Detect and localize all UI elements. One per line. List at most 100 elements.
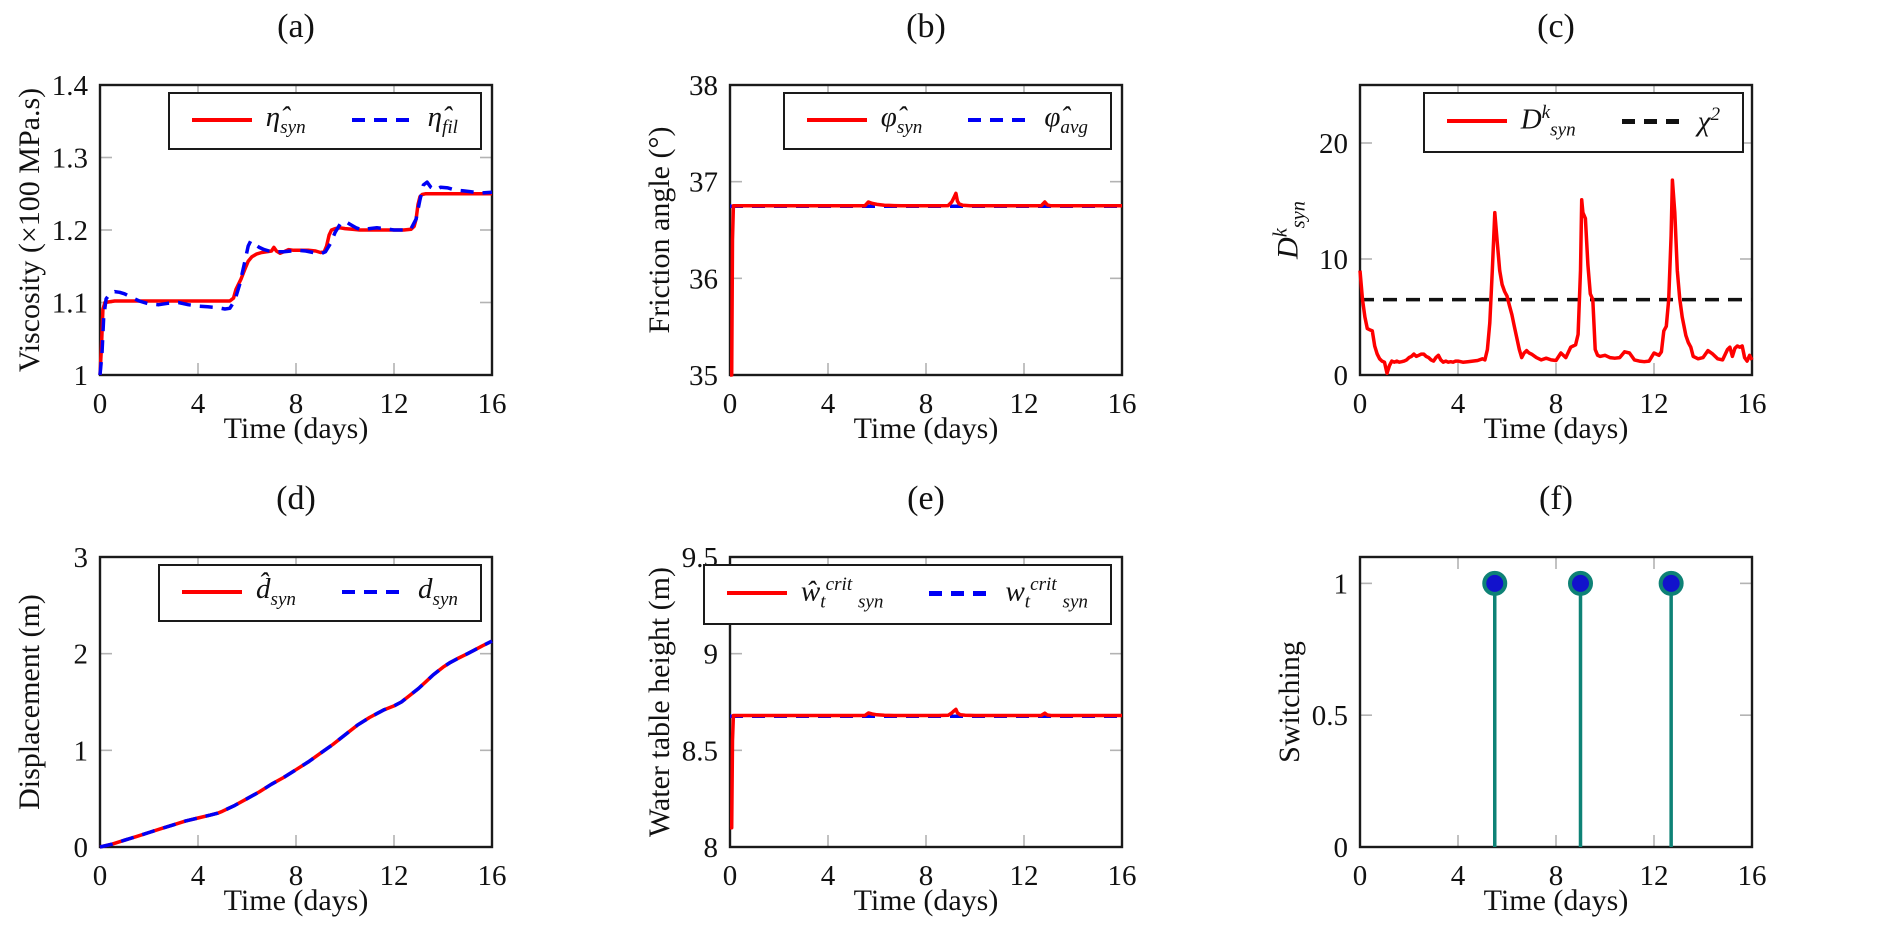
legend-label: ŵtcrit syn [800, 574, 884, 613]
x-tick-label: 4 [191, 388, 206, 420]
y-tick-label: 1 [74, 360, 89, 392]
y-tick-label: 35 [689, 360, 718, 392]
y-tick-label: 9 [704, 639, 719, 671]
y-tick-label: 1 [74, 735, 89, 767]
x-tick-label: 16 [478, 860, 507, 892]
subplot-b-canvas: 0 4 8 12 16 35 36 37 38 [689, 70, 1137, 420]
x-tick-label: 4 [1451, 860, 1466, 892]
legend-solid-line-swatch [182, 589, 242, 594]
legend-dashed-line-swatch [929, 591, 992, 596]
y-tick-label: 38 [689, 70, 718, 102]
subplot-e: 0 4 8 12 16 8 8.5 9 9.5 (e) Water table height (… [630, 472, 1260, 945]
subplot-a-ylabel: Viscosity (×100 MPa.s) [13, 87, 46, 373]
x-tick-label: 0 [723, 388, 738, 420]
subplot-d-title: (d) [276, 480, 316, 517]
y-tick-label: 0 [1334, 832, 1349, 864]
x-tick-label: 4 [1451, 388, 1466, 420]
subplot-c-ylabel: Dksyn [1269, 201, 1310, 259]
subplot-c-canvas: 0 4 8 12 16 0 10 20 [1319, 83, 1767, 420]
series-d-syn [99, 639, 493, 849]
legend-dashed-line-swatch [342, 589, 404, 595]
y-tick-label: 1.3 [52, 143, 88, 175]
x-tick-label: 12 [1640, 860, 1669, 892]
legend-entry: dsyn [342, 575, 458, 609]
x-tick-label: 8 [919, 860, 934, 892]
subplot-a-legend: η̂syn η̂fil [167, 92, 482, 150]
x-tick-label: 16 [478, 388, 507, 420]
series-eta-hat-fil [98, 180, 493, 376]
legend-label: dsyn [418, 573, 458, 610]
legend-entry: χ2 [1621, 104, 1720, 139]
subplot-e-ylabel: Water table height (m) [643, 567, 676, 837]
y-tick-label: 36 [689, 263, 718, 295]
subplot-f: 0 4 8 12 16 0 0.5 1 (f) Switching Time (days) [1260, 472, 1892, 945]
y-tick-label: 8.5 [682, 735, 718, 767]
x-tick-label: 0 [1353, 860, 1368, 892]
y-tick-label: 8 [704, 832, 719, 864]
x-tick-label: 0 [723, 860, 738, 892]
legend-label: Dksyn [1520, 102, 1576, 141]
subplot-a-title: (a) [277, 8, 315, 45]
y-tick-label: 1 [1334, 568, 1349, 600]
x-tick-label: 12 [1010, 860, 1039, 892]
legend-solid-line-swatch [191, 117, 252, 122]
y-tick-label: 1.2 [52, 215, 88, 247]
x-tick-label: 12 [1010, 388, 1039, 420]
subplot-a-xlabel: Time (days) [223, 412, 369, 445]
subplot-b-title: (b) [906, 8, 946, 45]
x-tick-label: 16 [1108, 860, 1137, 892]
x-tick-label: 0 [93, 860, 108, 892]
y-tick-label: 3 [74, 542, 89, 574]
axis-frame [728, 83, 1124, 377]
series-eta-hat-syn [98, 191, 492, 376]
stem-marker [1658, 570, 1684, 596]
subplot-c-legend: Dksyn χ2 [1422, 92, 1744, 153]
legend-label: χ2 [1697, 104, 1720, 139]
subplot-e-legend: ŵtcrit syn wtcrit syn [702, 564, 1112, 625]
subplot-b-ylabel: Friction angle (°) [643, 126, 676, 334]
x-tick-label: 0 [1353, 388, 1368, 420]
x-tick-label: 16 [1108, 388, 1137, 420]
subplot-e-title: (e) [907, 480, 945, 517]
subplot-d-ylabel: Displacement (m) [13, 594, 46, 810]
legend-entry: φ̂avg [968, 103, 1088, 137]
legend-entry: d̂syn [182, 575, 296, 609]
y-tick-label: 0 [1334, 360, 1349, 392]
subplot-e-xlabel: Time (days) [853, 884, 999, 917]
legend-label: η̂fil [427, 101, 458, 138]
x-tick-label: 8 [1549, 388, 1564, 420]
legend-label: η̂syn [265, 101, 306, 138]
legend-entry: η̂fil [351, 101, 458, 138]
x-tick-label: 0 [93, 388, 108, 420]
x-tick-label: 8 [919, 388, 934, 420]
legend-dashed-line-swatch [1621, 119, 1684, 124]
x-tick-label: 8 [289, 388, 304, 420]
subplot-d: 0 4 8 12 16 0 1 2 3 (d) Displacement (m) Time (d… [0, 472, 630, 945]
legend-label: φ̂syn [880, 101, 923, 138]
x-tick-label: 4 [821, 860, 836, 892]
axis-frame [728, 555, 1124, 849]
subplot-d-xlabel: Time (days) [223, 884, 369, 917]
subplot-f-xlabel: Time (days) [1483, 884, 1629, 917]
subplot-b: 0 4 8 12 16 35 36 37 38 (b) Friction angle (°) T… [630, 0, 1260, 472]
subplot-a-canvas: 0 4 8 12 16 1 1.1 1.2 1.3 1.4 [52, 70, 507, 420]
legend-entry: ŵtcrit syn [726, 574, 884, 613]
x-tick-label: 12 [1640, 388, 1669, 420]
y-tick-label: 1.1 [52, 288, 88, 320]
legend-label: φ̂avg [1044, 101, 1088, 138]
legend-entry: η̂syn [191, 101, 306, 138]
y-tick-label: 37 [689, 167, 718, 199]
y-tick-label: 0 [74, 832, 89, 864]
legend-dashed-line-swatch [351, 117, 414, 123]
x-tick-label: 12 [380, 860, 409, 892]
stem-marker [1482, 570, 1508, 596]
subplot-b-xlabel: Time (days) [853, 412, 999, 445]
subplot-f-canvas: 0 4 8 12 16 0 0.5 1 [1312, 555, 1767, 892]
y-tick-label: 0.5 [1312, 700, 1348, 732]
x-tick-label: 16 [1738, 860, 1767, 892]
x-tick-label: 4 [821, 388, 836, 420]
legend-solid-line-swatch [806, 117, 867, 122]
